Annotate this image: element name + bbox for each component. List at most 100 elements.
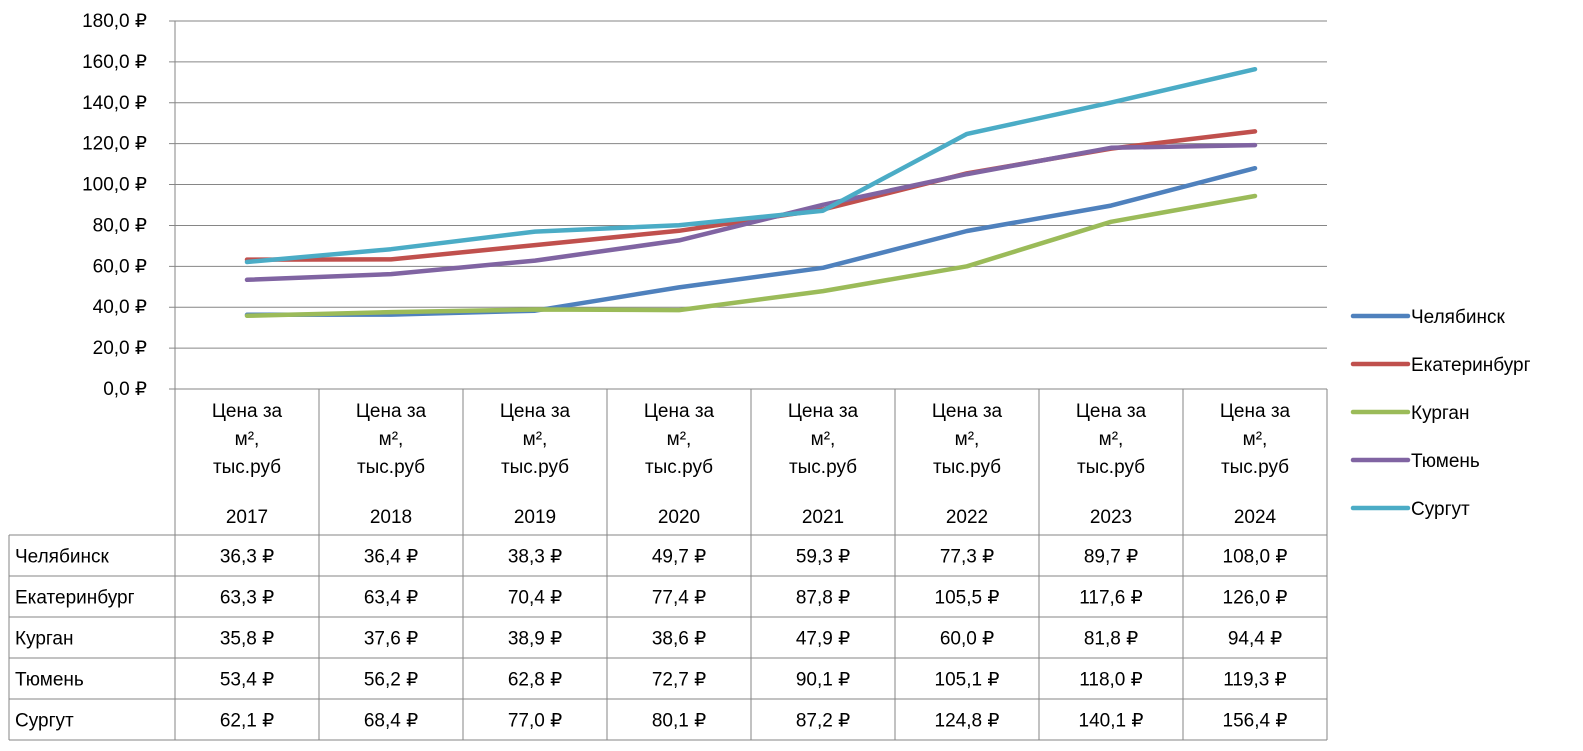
series-line — [244, 165, 1258, 318]
table-cell-value: 126,0 ₽ — [1223, 588, 1288, 609]
category-label-line: тыс.руб — [1221, 457, 1289, 478]
category-label-line: м², — [523, 429, 548, 450]
table-cell-value: 81,8 ₽ — [1084, 629, 1138, 650]
category-label-year: 2023 — [1090, 507, 1132, 528]
table-cell-value: 35,8 ₽ — [220, 629, 274, 650]
category-label-year: 2021 — [802, 507, 844, 528]
table-cell-value: 140,1 ₽ — [1079, 711, 1144, 732]
table-cell-value: 77,4 ₽ — [652, 588, 706, 609]
data-table: Цена за м², тыс.руб 2017 Цена за м², тыс.руб 20… — [8, 389, 1328, 741]
y-tick-label: 80,0 ₽ — [93, 215, 147, 236]
category-label-line: Цена за — [356, 401, 427, 422]
series-line — [244, 66, 1258, 265]
category-label-line: Цена за — [932, 401, 1003, 422]
table-cell-value: 47,9 ₽ — [796, 629, 850, 650]
table-row-label: Челябинск — [15, 547, 109, 568]
table-cell-value: 87,8 ₽ — [796, 588, 850, 609]
table-row-label: Курган — [15, 629, 74, 650]
table-cell-value: 59,3 ₽ — [796, 547, 850, 568]
y-tick-label: 160,0 ₽ — [82, 52, 147, 73]
category-label-line: тыс.руб — [213, 457, 281, 478]
table-cell-value: 72,7 ₽ — [652, 670, 706, 691]
legend-label: Челябинск — [1411, 307, 1505, 328]
category-label-year: 2018 — [370, 507, 412, 528]
category-label-line: Цена за — [644, 401, 715, 422]
table-cell-value: 70,4 ₽ — [508, 588, 562, 609]
table-cell-value: 124,8 ₽ — [935, 711, 1000, 732]
table-cell-value: 60,0 ₽ — [940, 629, 994, 650]
table-cell-value: 62,1 ₽ — [220, 711, 274, 732]
category-label-year: 2017 — [226, 507, 268, 528]
y-tick-label: 100,0 ₽ — [82, 175, 147, 196]
table-cell-value: 63,4 ₽ — [364, 588, 418, 609]
table-cell-value: 90,1 ₽ — [796, 670, 850, 691]
table-cell-value: 36,3 ₽ — [220, 547, 274, 568]
category-label-year: 2020 — [658, 507, 700, 528]
table-cell-value: 56,2 ₽ — [364, 670, 418, 691]
category-label-year: 2024 — [1234, 507, 1277, 528]
category-label-line: м², — [811, 429, 836, 450]
table-cell-value: 77,0 ₽ — [508, 711, 562, 732]
category-label-line: тыс.руб — [357, 457, 425, 478]
category-label-line: тыс.руб — [501, 457, 569, 478]
table-cell-value: 94,4 ₽ — [1228, 629, 1282, 650]
category-label-line: тыс.руб — [789, 457, 857, 478]
series-line — [244, 142, 1258, 283]
y-axis-tick-labels: 0,0 ₽ 20,0 ₽ 40,0 ₽ 60,0 ₽ 80,0 ₽ 100,0 ₽ 120,… — [82, 11, 147, 400]
category-label-year: 2022 — [946, 507, 988, 528]
category-label-line: Цена за — [788, 401, 859, 422]
y-tick-label: 40,0 ₽ — [93, 297, 147, 318]
table-cell-value: 62,8 ₽ — [508, 670, 562, 691]
category-label-line: тыс.руб — [933, 457, 1001, 478]
table-cell-value: 108,0 ₽ — [1223, 547, 1288, 568]
category-label-line: Цена за — [1220, 401, 1291, 422]
category-label-line: тыс.руб — [1077, 457, 1145, 478]
y-tick-label: 20,0 ₽ — [93, 338, 147, 359]
table-cell-value: 63,3 ₽ — [220, 588, 274, 609]
legend-label: Тюмень — [1411, 451, 1480, 472]
table-cell-value: 119,3 ₽ — [1223, 670, 1287, 691]
category-label-line: м², — [1099, 429, 1124, 450]
y-tick-label: 0,0 ₽ — [103, 379, 147, 400]
table-cell-value: 38,3 ₽ — [508, 547, 562, 568]
category-label-line: м², — [667, 429, 692, 450]
y-tick-label: 120,0 ₽ — [82, 134, 147, 155]
category-label-line: м², — [235, 429, 260, 450]
table-row-label: Екатеринбург — [15, 588, 135, 609]
gridlines — [169, 20, 1327, 390]
table-cell-value: 105,5 ₽ — [935, 588, 1000, 609]
category-label-line: м², — [379, 429, 404, 450]
series-lines — [244, 66, 1258, 319]
category-label-line: тыс.руб — [645, 457, 713, 478]
legend: Челябинск Екатеринбург Курган Тюмень Сургут — [1350, 307, 1531, 520]
y-tick-label: 180,0 ₽ — [82, 11, 147, 32]
legend-label: Екатеринбург — [1411, 355, 1531, 376]
table-cell-value: 38,9 ₽ — [508, 629, 562, 650]
table-cell-value: 80,1 ₽ — [652, 711, 706, 732]
table-cell-value: 36,4 ₽ — [364, 547, 418, 568]
series-line — [244, 193, 1258, 319]
table-cell-value: 87,2 ₽ — [796, 711, 850, 732]
category-label-line: Цена за — [1076, 401, 1147, 422]
table-cell-value: 77,3 ₽ — [940, 547, 994, 568]
table-cell-value: 118,0 ₽ — [1079, 670, 1143, 691]
category-label-line: Цена за — [500, 401, 571, 422]
table-cell-value: 68,4 ₽ — [364, 711, 418, 732]
category-label-year: 2019 — [514, 507, 556, 528]
table-cell-value: 38,6 ₽ — [652, 629, 706, 650]
category-label-line: м², — [955, 429, 980, 450]
table-cell-value: 105,1 ₽ — [935, 670, 1000, 691]
table-row-label: Тюмень — [15, 670, 84, 691]
table-cell-value: 49,7 ₽ — [652, 547, 706, 568]
table-cell-value: 117,6 ₽ — [1079, 588, 1143, 609]
legend-label: Сургут — [1411, 499, 1470, 520]
table-cell-value: 156,4 ₽ — [1223, 711, 1288, 732]
y-tick-label: 140,0 ₽ — [82, 93, 147, 114]
legend-label: Курган — [1411, 403, 1470, 424]
category-label-line: м², — [1243, 429, 1268, 450]
table-cell-value: 37,6 ₽ — [364, 629, 418, 650]
category-label-line: Цена за — [212, 401, 283, 422]
table-row-label: Сургут — [15, 711, 74, 732]
